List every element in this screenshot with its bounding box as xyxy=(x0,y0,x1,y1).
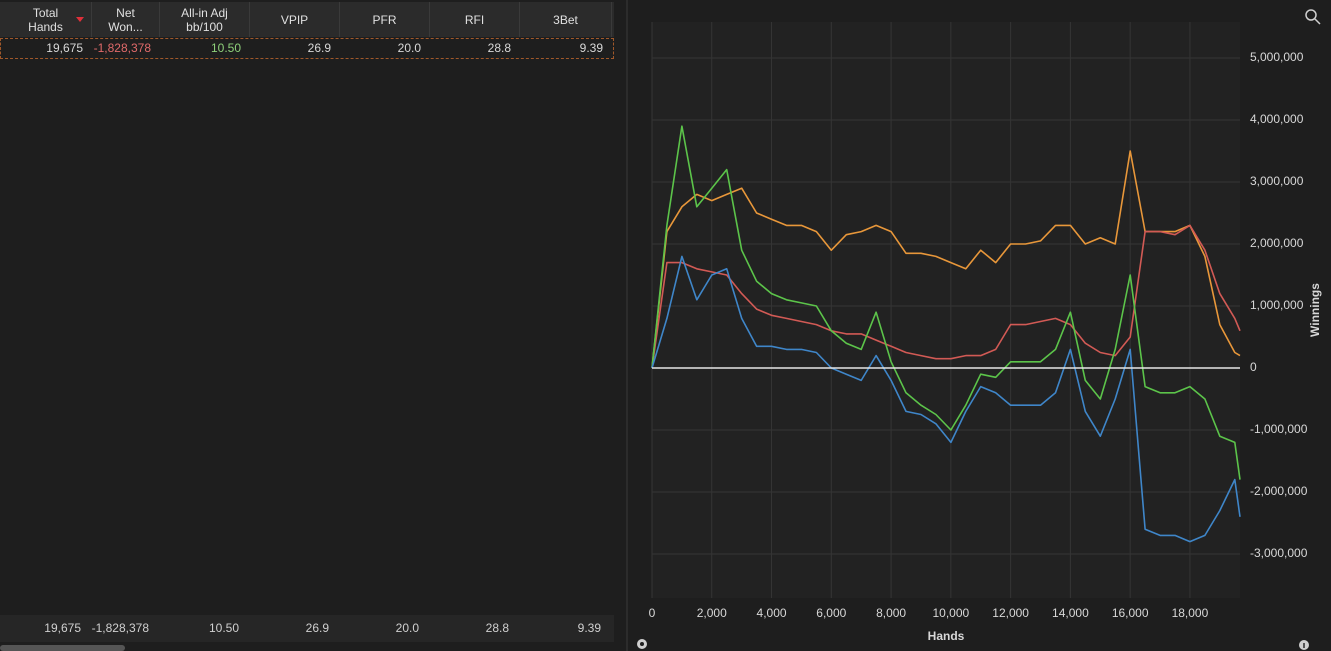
header-text: Net xyxy=(116,5,135,20)
column-header[interactable]: 3Bet xyxy=(520,2,612,37)
header-text: Hands xyxy=(28,19,63,34)
cell: 28.8 xyxy=(487,41,511,55)
x-tick-label: 6,000 xyxy=(816,606,846,620)
cell: 26.9 xyxy=(307,41,331,55)
column-header[interactable]: PFR xyxy=(340,2,430,37)
y-tick-label: 1,000,000 xyxy=(1250,298,1304,312)
header-text: Total xyxy=(32,5,59,20)
y-tick-label: 2,000,000 xyxy=(1250,236,1304,250)
column-header[interactable]: Total Hands xyxy=(0,2,92,37)
total-cell: 26.9 xyxy=(305,621,329,635)
header-text: Won... xyxy=(108,19,143,34)
header-text: 3Bet xyxy=(553,12,578,27)
header-text: VPIP xyxy=(280,12,309,27)
header-text: RFI xyxy=(464,12,485,27)
column-header[interactable]: Net Won... xyxy=(92,2,160,37)
x-tick-label: 2,000 xyxy=(697,606,727,620)
plot-area xyxy=(652,22,1240,598)
y-tick-label: 3,000,000 xyxy=(1250,174,1304,188)
table-totals: 19,675 -1,828,378 10.50 26.9 20.0 28.8 9.39 xyxy=(0,615,614,642)
total-cell: 28.8 xyxy=(485,621,509,635)
column-header[interactable]: All-in Adj bb/100 xyxy=(160,2,250,37)
y-tick-label: 4,000,000 xyxy=(1250,112,1304,126)
column-header[interactable]: RFI xyxy=(430,2,520,37)
x-tick-label: 16,000 xyxy=(1112,606,1149,620)
y-tick-label: 0 xyxy=(1250,360,1257,374)
x-tick-label: 0 xyxy=(649,606,656,620)
x-tick-label: 4,000 xyxy=(757,606,787,620)
x-tick-label: 12,000 xyxy=(992,606,1029,620)
header-text: bb/100 xyxy=(186,19,223,34)
total-cell: 19,675 xyxy=(44,621,81,635)
y-tick-label: -3,000,000 xyxy=(1250,546,1308,560)
series-line xyxy=(651,125,1241,480)
x-tick-label: 10,000 xyxy=(933,606,970,620)
scrollbar[interactable] xyxy=(0,645,125,651)
cell: 10.50 xyxy=(210,41,241,55)
total-cell: 20.0 xyxy=(395,621,419,635)
series-line xyxy=(651,150,1241,369)
y-tick-label: 5,000,000 xyxy=(1250,50,1304,64)
total-cell: -1,828,378 xyxy=(91,621,149,635)
cell: 19,675 xyxy=(46,41,83,55)
table-header: Total Hands Net Won... All-in Adj bb/100 VPIP P… xyxy=(0,2,614,37)
zoom-icon[interactable] xyxy=(1305,9,1321,25)
y-tick-label: -2,000,000 xyxy=(1250,484,1308,498)
y-axis-label: Winnings xyxy=(1308,283,1322,337)
total-cell: 9.39 xyxy=(577,621,601,635)
x-tick-label: 18,000 xyxy=(1172,606,1209,620)
column-header[interactable]: VPIP xyxy=(250,2,340,37)
header-text: All-in Adj xyxy=(181,5,228,20)
header-text: PFR xyxy=(372,12,397,27)
x-tick-label: 14,000 xyxy=(1052,606,1089,620)
cell: 9.39 xyxy=(579,41,603,55)
table-row[interactable]: 19,675 -1,828,378 10.50 26.9 20.0 28.8 9.39 xyxy=(0,38,614,59)
x-axis-label: Hands xyxy=(928,629,965,643)
cell: -1,828,378 xyxy=(93,41,151,55)
series-line xyxy=(651,255,1241,543)
cell: 20.0 xyxy=(397,41,421,55)
series-line xyxy=(651,224,1241,369)
info-icon[interactable] xyxy=(1299,640,1309,650)
y-tick-label: -1,000,000 xyxy=(1250,422,1308,436)
divider xyxy=(626,0,628,651)
stats-table: Total Hands Net Won... All-in Adj bb/100 VPIP P… xyxy=(0,0,616,651)
sort-arrow xyxy=(76,17,84,22)
total-cell: 10.50 xyxy=(208,621,239,635)
settings-icon[interactable] xyxy=(637,639,647,649)
x-tick-label: 8,000 xyxy=(876,606,906,620)
